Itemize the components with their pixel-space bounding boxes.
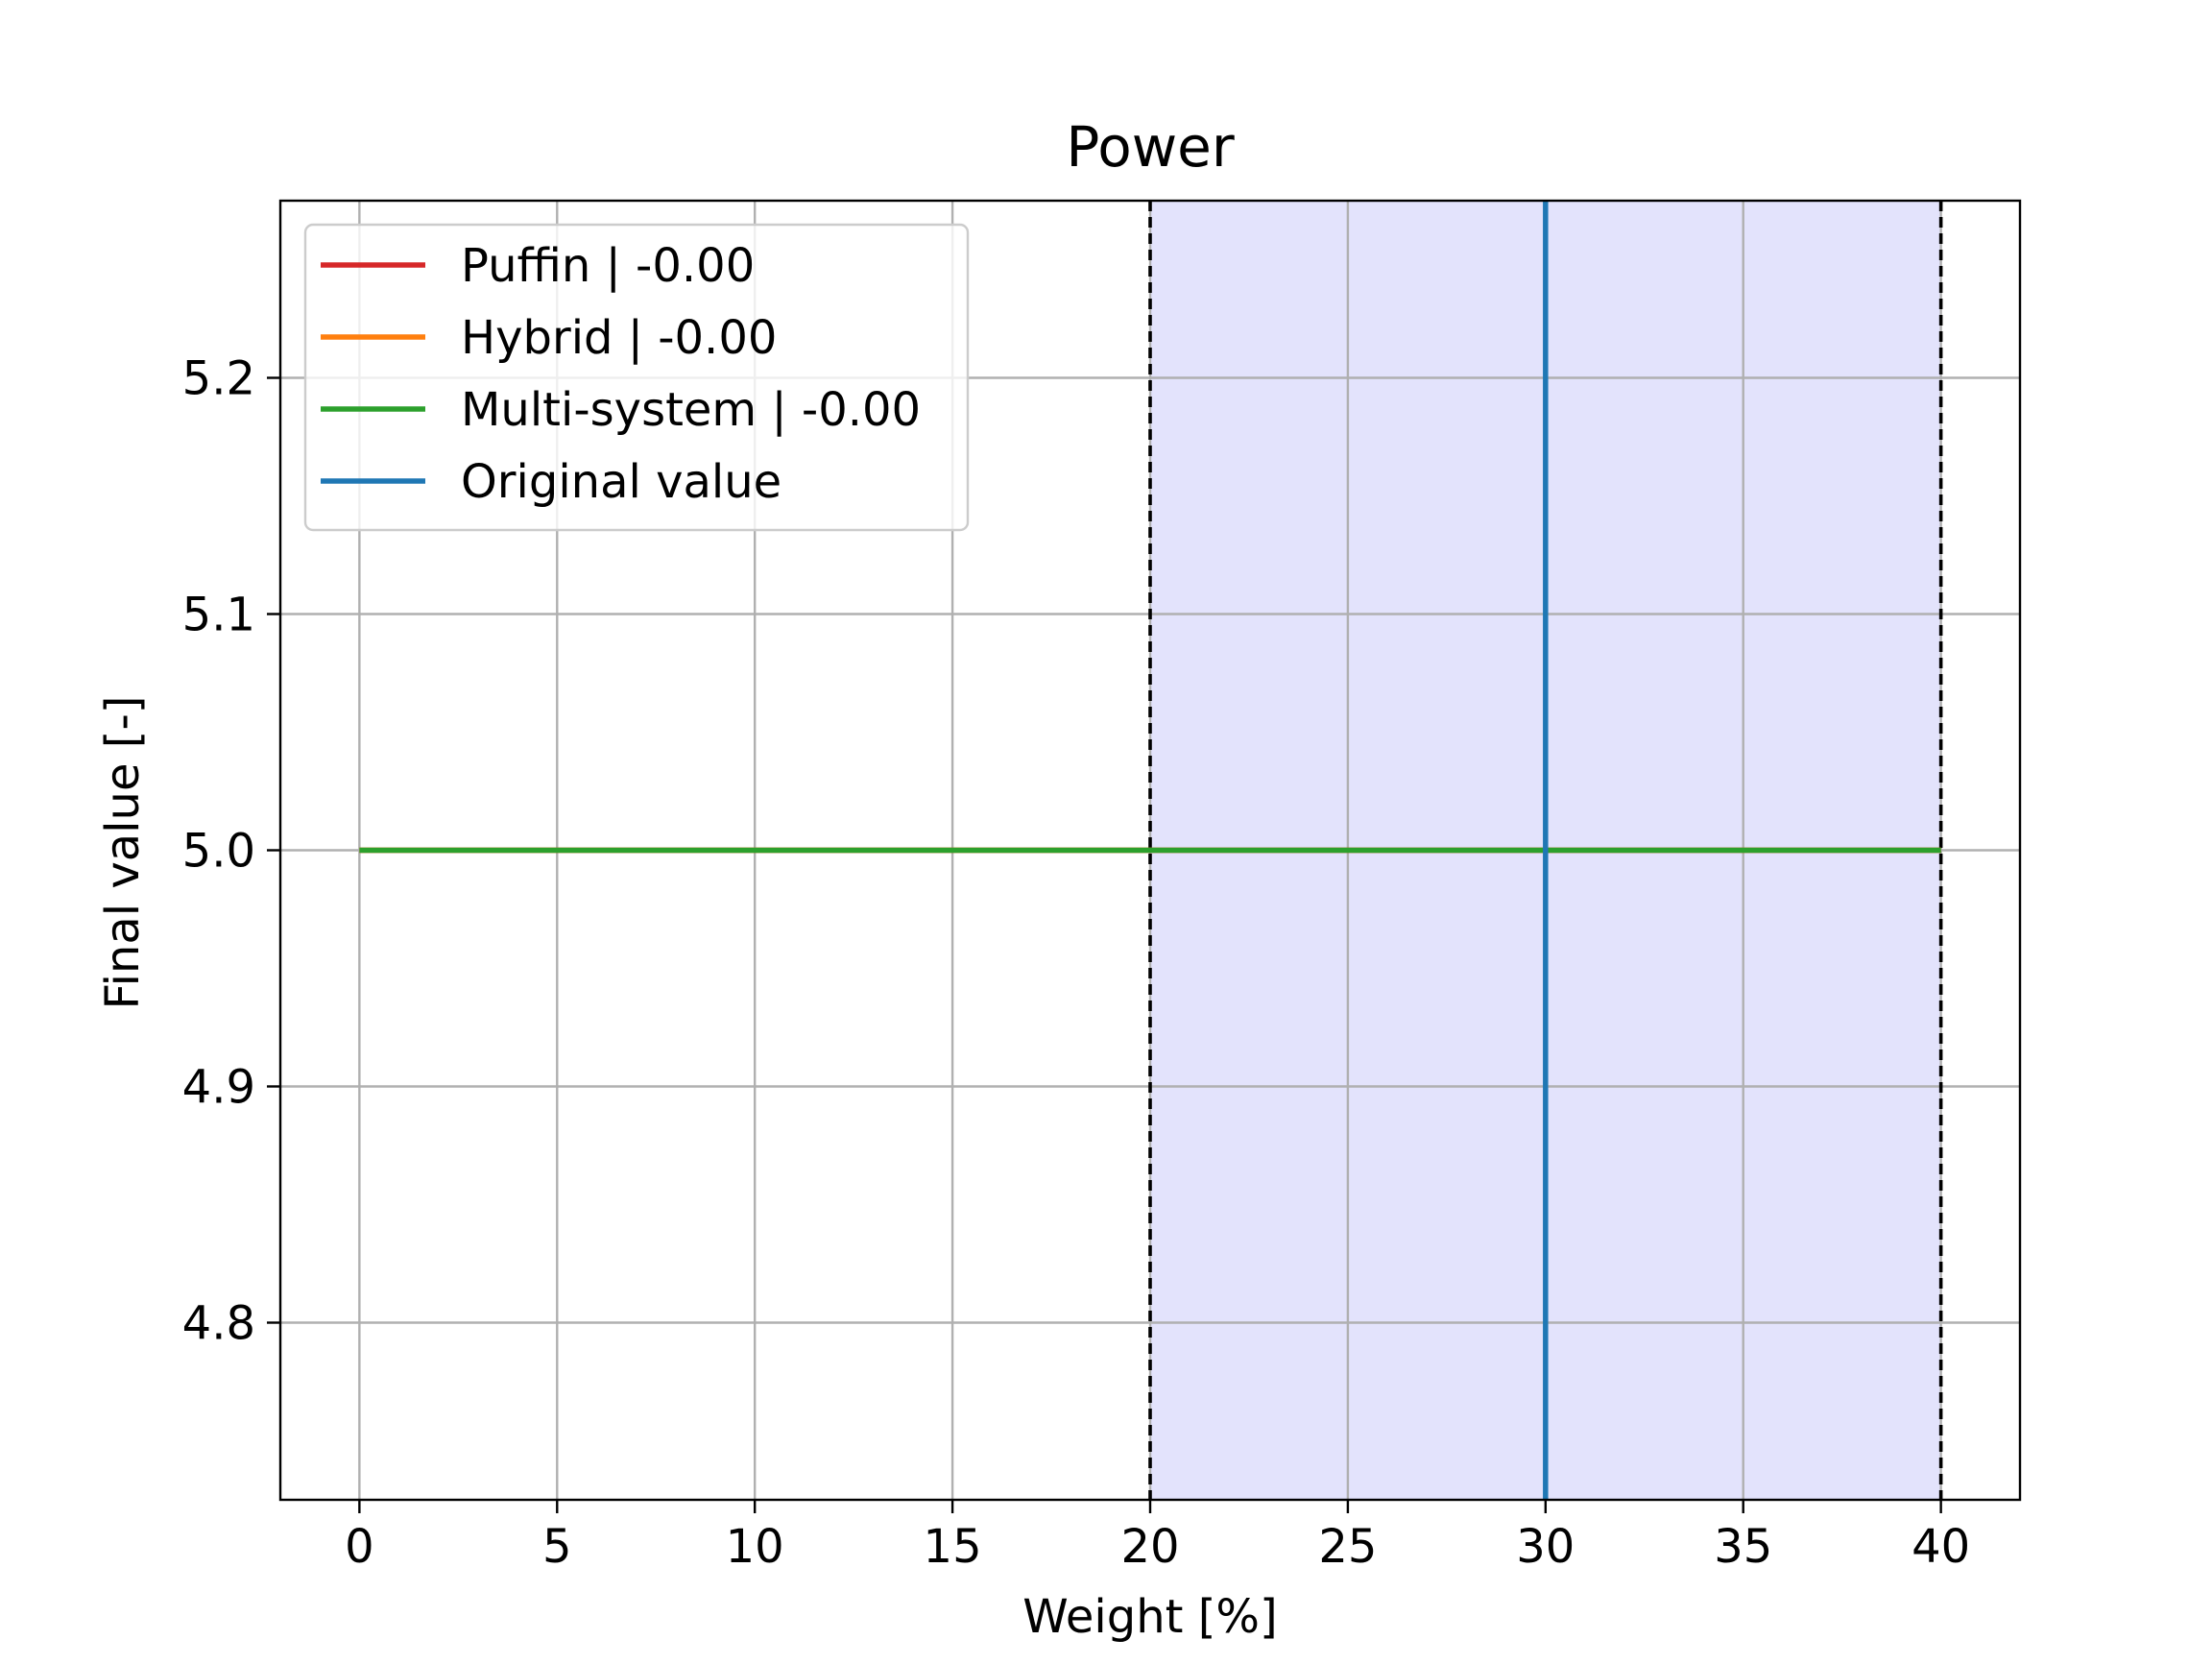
- legend-box: [303, 223, 970, 532]
- chart-title: Power: [1066, 114, 1235, 180]
- x-tick-label: 5: [542, 1520, 572, 1574]
- x-tick-label: 15: [924, 1520, 982, 1574]
- boundary-lines-layer: [1148, 201, 1943, 1500]
- legend-label: Puffin | -0.00: [461, 239, 755, 293]
- x-tick-label: 35: [1714, 1520, 1772, 1574]
- y-tick-label: 4.8: [182, 1297, 255, 1351]
- legend: Puffin | -0.00 Hybrid | -0.00 Multi-system…: [303, 223, 970, 532]
- legend-label: Multi-system | -0.00: [461, 383, 921, 437]
- x-tick-label: 40: [1911, 1520, 1970, 1574]
- legend-label: Hybrid | -0.00: [461, 311, 777, 365]
- x-axis-label: Weight [%]: [1022, 1590, 1278, 1644]
- y-tick-label: 4.9: [182, 1061, 255, 1115]
- x-tick-label: 0: [345, 1520, 374, 1574]
- y-tick-label: 5.0: [182, 825, 255, 879]
- legend-label: Original value: [461, 455, 781, 509]
- y-axis-label: Final value [-]: [96, 695, 150, 1009]
- x-tick-label: 25: [1318, 1520, 1377, 1574]
- x-tick-label: 20: [1120, 1520, 1179, 1574]
- series-layer: [359, 201, 1941, 1500]
- x-tick-label: 10: [726, 1520, 784, 1574]
- x-tick-label: 30: [1516, 1520, 1575, 1574]
- ticks-layer: 0 5 10 15 20 25 30 35 40 4.8 4.9 5.0 5.1 5.2: [182, 352, 1971, 1575]
- y-tick-label: 5.2: [182, 352, 255, 406]
- y-tick-label: 5.1: [182, 589, 255, 642]
